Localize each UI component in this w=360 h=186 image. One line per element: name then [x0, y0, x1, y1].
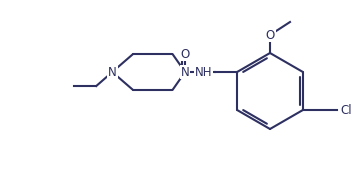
Text: O: O	[265, 28, 275, 41]
Text: NH: NH	[195, 65, 212, 78]
Text: O: O	[180, 47, 190, 60]
Text: N: N	[108, 65, 117, 78]
Text: N: N	[181, 65, 189, 78]
Text: Cl: Cl	[340, 103, 351, 116]
